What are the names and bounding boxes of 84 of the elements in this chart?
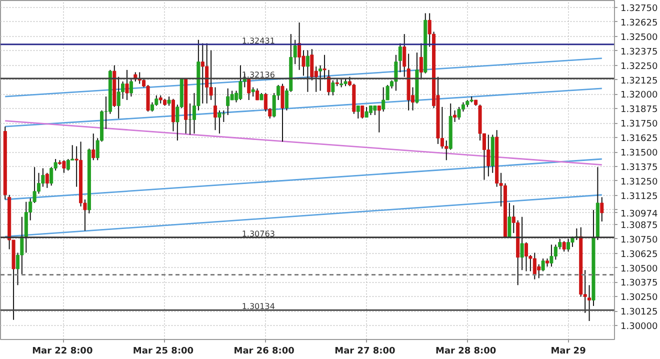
y-tick-label: 1.31125 bbox=[620, 192, 658, 202]
y-tick-label: 1.30375 bbox=[620, 278, 658, 289]
candlestick bbox=[453, 110, 457, 122]
candlestick bbox=[298, 22, 302, 70]
candlestick bbox=[92, 133, 96, 161]
x-tick-label: Mar 22 8:00 bbox=[32, 346, 93, 356]
candlestick bbox=[373, 105, 377, 116]
ref-line-label: 1.30763 bbox=[242, 229, 275, 238]
y-tick-label: 1.32500 bbox=[620, 32, 658, 43]
ref-line-label: 1.32431 bbox=[242, 36, 275, 46]
candlestick bbox=[318, 64, 322, 92]
y-tick-label: 1.32125 bbox=[620, 76, 658, 86]
candlestick bbox=[508, 202, 512, 238]
candlestick bbox=[326, 69, 330, 96]
y-tick-label: 1.31875 bbox=[620, 105, 658, 116]
candlestick bbox=[382, 86, 386, 112]
candlestick bbox=[205, 42, 209, 104]
candlestick bbox=[45, 172, 49, 188]
candlestick bbox=[171, 98, 175, 132]
y-tick-label: 1.31250 bbox=[620, 177, 658, 188]
x-tick-label: Mar 25 8:00 bbox=[132, 346, 194, 356]
x-tick-label: Mar 26 8:00 bbox=[234, 346, 294, 356]
candlestick bbox=[213, 86, 218, 131]
candlestick bbox=[331, 80, 335, 96]
y-tick-label: 1.30750 bbox=[620, 235, 658, 246]
candlestick bbox=[520, 216, 524, 271]
x-tick-label: Mar 29 bbox=[550, 346, 586, 356]
candlestick bbox=[356, 105, 360, 120]
y-tick-label: 1.30974 bbox=[620, 209, 658, 220]
candlestick bbox=[322, 54, 326, 80]
y-tick-label: 1.32375 bbox=[620, 47, 658, 58]
candlestick bbox=[554, 244, 558, 260]
candlestick bbox=[280, 83, 284, 142]
candlestick bbox=[524, 242, 528, 272]
candlestick bbox=[238, 64, 242, 100]
candlestick bbox=[419, 42, 423, 80]
candlestick bbox=[167, 96, 171, 106]
y-tick-label: 1.30625 bbox=[620, 250, 658, 260]
candlestick bbox=[129, 78, 133, 98]
y-tick-label: 1.30250 bbox=[620, 293, 658, 304]
y-tick-label: 1.30125 bbox=[620, 308, 658, 318]
candlestick bbox=[360, 105, 364, 120]
candlestick bbox=[125, 69, 129, 100]
candlestick bbox=[138, 72, 142, 84]
ref-line-label: 1.32136 bbox=[242, 70, 275, 80]
y-tick-label: 1.31750 bbox=[620, 120, 658, 130]
candlestick bbox=[218, 110, 222, 134]
y-tick-label: 1.32000 bbox=[620, 90, 658, 101]
y-tick-label: 1.32250 bbox=[620, 62, 658, 72]
candlestick bbox=[154, 94, 158, 106]
candlestick bbox=[588, 284, 592, 322]
y-tick-label: 1.31375 bbox=[620, 163, 658, 174]
candlestick bbox=[368, 105, 373, 116]
candlestick bbox=[247, 78, 251, 100]
candlestick bbox=[256, 88, 260, 100]
candlestick bbox=[486, 134, 490, 177]
candlestick bbox=[41, 168, 45, 188]
candlestick bbox=[200, 42, 204, 104]
y-tick-label: 1.30000 bbox=[620, 322, 658, 332]
y-tick-label: 1.32625 bbox=[620, 18, 658, 28]
candlestick bbox=[306, 50, 310, 92]
candlestick bbox=[600, 196, 604, 222]
y-tick-label: 1.30500 bbox=[620, 264, 658, 274]
candlestick bbox=[364, 106, 368, 118]
x-tick-label: Mar 27 8:00 bbox=[334, 346, 396, 356]
candlestick bbox=[377, 105, 381, 133]
candlestick bbox=[251, 86, 255, 98]
x-tick-label: Mar 28 8:00 bbox=[436, 346, 496, 356]
y-tick-label: 1.31500 bbox=[620, 148, 658, 159]
y-tick-label: 1.30875 bbox=[620, 220, 658, 231]
candlestick bbox=[226, 88, 230, 116]
y-tick-label: 1.31625 bbox=[620, 134, 658, 144]
ref-line-label: 1.30134 bbox=[242, 302, 275, 312]
candlestick bbox=[264, 92, 268, 112]
candlestick bbox=[457, 106, 461, 120]
candlestick bbox=[550, 244, 554, 268]
candlestick bbox=[566, 238, 570, 252]
candlestick bbox=[532, 252, 536, 280]
candlestick bbox=[444, 140, 448, 161]
candlestick bbox=[62, 160, 66, 174]
candlestick bbox=[116, 76, 120, 120]
y-tick-label: 1.32750 bbox=[620, 4, 658, 14]
candlestick bbox=[562, 240, 566, 252]
candlestick bbox=[66, 158, 70, 172]
